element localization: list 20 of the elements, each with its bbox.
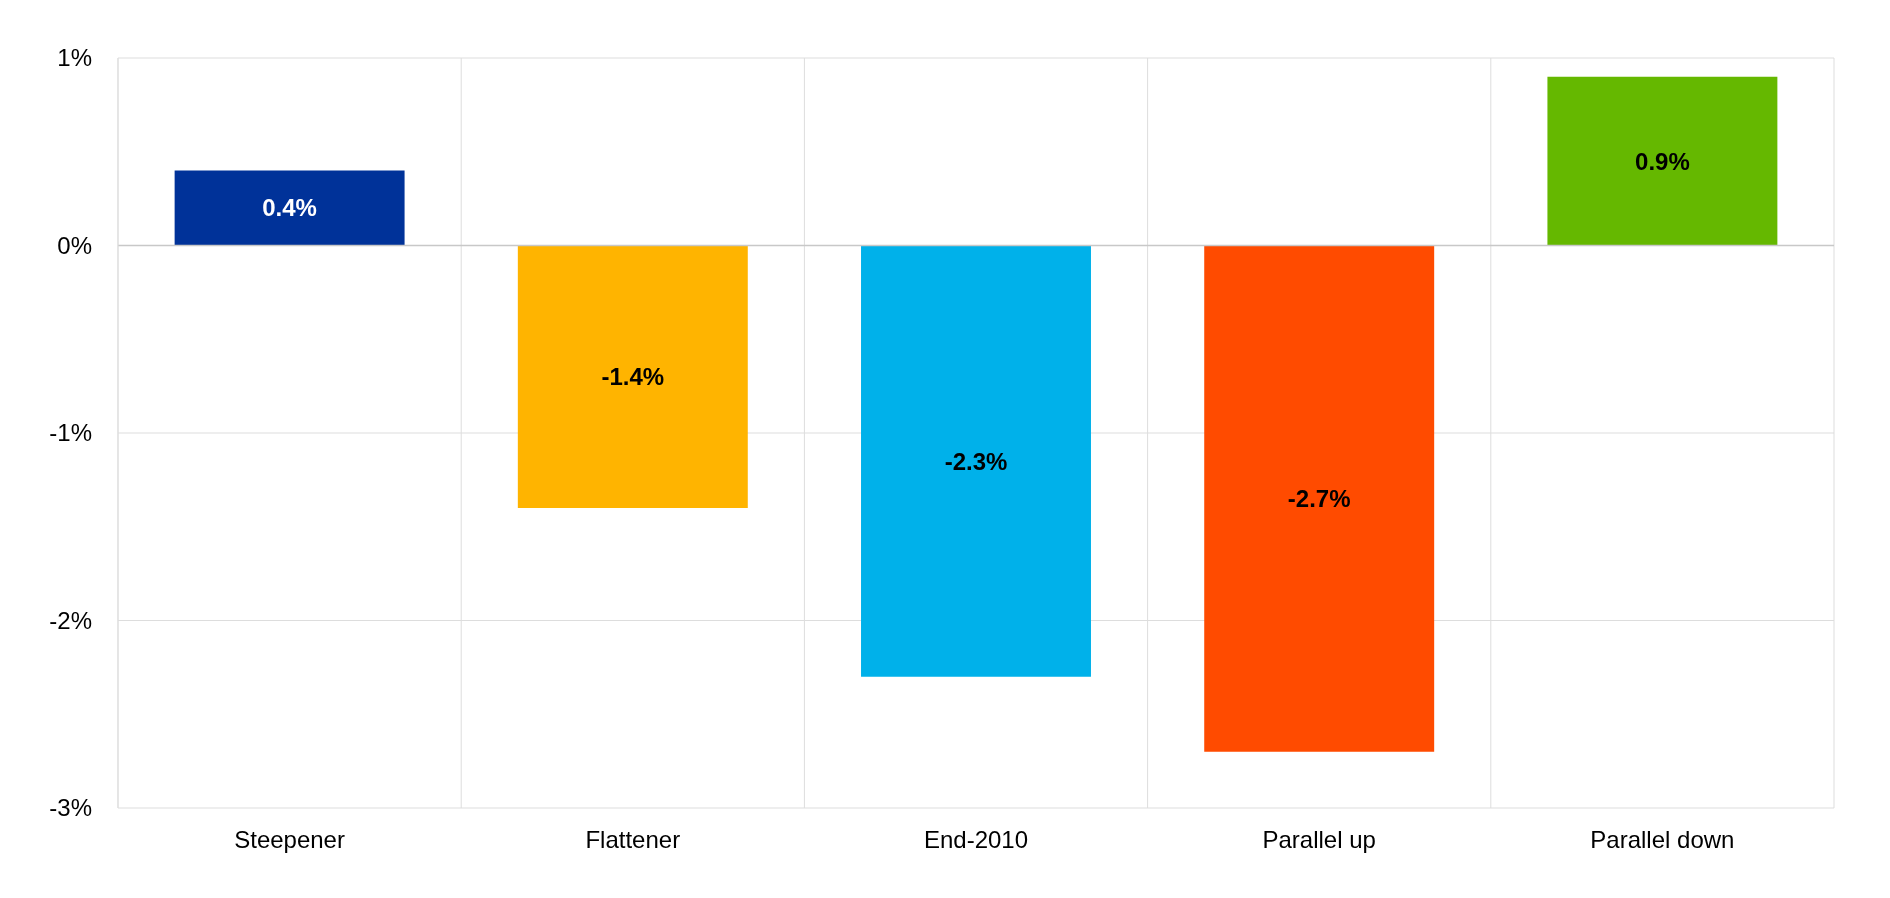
bar	[861, 245, 1091, 677]
data-label: 0.4%	[262, 194, 317, 222]
y-tick-label: -1%	[49, 419, 92, 447]
data-label: -1.4%	[601, 363, 665, 391]
x-tick-label: Flattener	[585, 826, 681, 853]
x-tick-label: Parallel down	[1590, 826, 1735, 853]
data-label: -2.3%	[944, 447, 1008, 475]
bar	[517, 245, 748, 508]
data-label: -2.7%	[1287, 485, 1351, 513]
bar	[1547, 76, 1778, 246]
data-label: 0.9%	[1635, 147, 1690, 175]
y-tick-label: 0%	[57, 231, 92, 259]
x-tick-label: End-2010	[923, 826, 1029, 853]
y-tick-label: -3%	[49, 794, 92, 822]
x-tick-label: Parallel up	[1262, 826, 1376, 853]
y-tick-label: -2%	[49, 606, 92, 634]
bar	[1204, 245, 1435, 752]
y-tick-label: 1%	[57, 44, 92, 72]
bar	[174, 170, 405, 246]
x-tick-label: Steepener	[234, 826, 345, 853]
